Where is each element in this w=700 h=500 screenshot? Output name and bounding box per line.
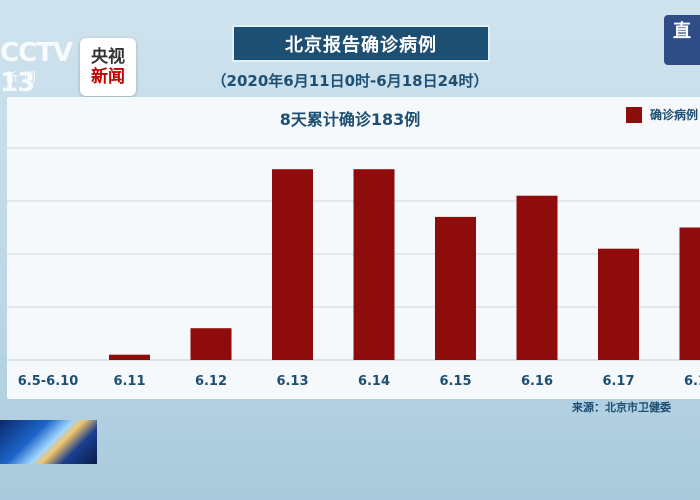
x-tick-label: 6.11 — [113, 374, 145, 389]
chart-title: 北京报告确诊病例 — [232, 25, 490, 62]
x-tick-label: 6.5-6.10 — [18, 374, 79, 389]
cctv13-logo: CCTV 13 新闻 — [0, 38, 74, 98]
live-badge-logo: 直 — [664, 15, 700, 65]
x-tick-label: 6.13 — [276, 374, 308, 389]
cumulative-total-label: 8天累计确诊183例 — [279, 110, 421, 129]
cctv-news-logo-line1: 央视 — [91, 47, 125, 67]
bar-6.13 — [272, 169, 313, 360]
chart-legend: 确诊病例 — [626, 106, 698, 123]
bar-6.12 — [190, 328, 232, 360]
bar-6.17 — [598, 248, 639, 360]
chart-x-tick-labels: 6.5-6.10 6.11 6.12 6.13 6.14 6.15 6.16 6.17 6.18 — [18, 374, 700, 389]
bar-6.16 — [516, 195, 558, 360]
x-tick-label: 6.12 — [195, 374, 227, 389]
bar-6.15 — [435, 216, 476, 360]
x-tick-label: 6.17 — [602, 374, 634, 389]
chart-bars — [109, 169, 700, 360]
bar-6.18 — [679, 227, 700, 360]
cctv13-logo-sub: 新闻 — [6, 70, 43, 84]
legend-swatch — [626, 106, 642, 123]
cctv-news-logo-line2: 新闻 — [91, 67, 125, 87]
bar-6.11 — [109, 354, 150, 360]
video-thumbnail-graphic — [0, 420, 97, 464]
cctv-news-logo: 央视 新闻 — [80, 38, 136, 96]
data-source-note: 来源：北京市卫健委 — [572, 401, 671, 414]
x-tick-label: 6.14 — [358, 374, 390, 389]
x-tick-label: 6.16 — [521, 374, 553, 389]
chart-subtitle: （2020年6月11日0时-6月18日24时） — [211, 72, 489, 90]
x-tick-label: 6.15 — [439, 374, 471, 389]
legend-label: 确诊病例 — [650, 108, 699, 122]
x-tick-label: 6.18 — [684, 374, 700, 389]
bar-6.14 — [353, 169, 395, 360]
cctv13-logo-text: CCTV 13 — [0, 38, 73, 98]
